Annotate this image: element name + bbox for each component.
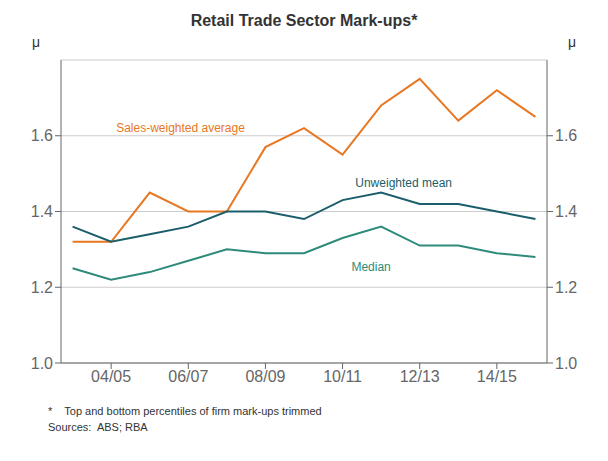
svg-text:12/13: 12/13	[400, 368, 440, 385]
svg-text:1.6: 1.6	[31, 127, 53, 144]
html-text:Sources: ABS; RBA: Sources: ABS; RBA	[48, 421, 148, 433]
svg-text:1.0: 1.0	[555, 355, 577, 372]
svg-text:1.6: 1.6	[555, 127, 577, 144]
html-text:μ: μ	[32, 34, 41, 50]
html-text:* Top and bottom percentiles o: * Top and bottom percentiles of firm mar…	[48, 405, 322, 417]
html-text:μ: μ	[567, 34, 576, 50]
svg-text:04/05: 04/05	[91, 368, 131, 385]
svg-text:1.4: 1.4	[555, 203, 577, 220]
svg-text:Sales-weighted average: Sales-weighted average	[116, 121, 245, 135]
svg-text:Median: Median	[351, 260, 390, 274]
svg-text:08/09: 08/09	[245, 368, 285, 385]
svg-text:1.2: 1.2	[31, 279, 53, 296]
html-text:Retail Trade Sector Mark-ups*: Retail Trade Sector Mark-ups*	[190, 12, 418, 29]
svg-text:1.0: 1.0	[31, 355, 53, 372]
svg-text:14/15: 14/15	[477, 368, 517, 385]
svg-text:10/11: 10/11	[323, 368, 362, 385]
svg-text:06/07: 06/07	[168, 368, 208, 385]
svg-text:1.2: 1.2	[555, 279, 577, 296]
svg-text:1.4: 1.4	[31, 203, 53, 220]
svg-text:Unweighted mean: Unweighted mean	[355, 176, 452, 190]
